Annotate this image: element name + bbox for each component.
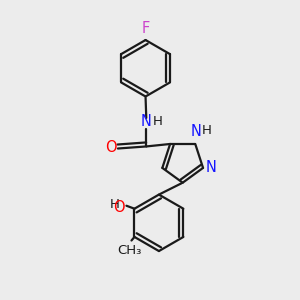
Text: O: O	[113, 200, 125, 215]
Text: N: N	[206, 160, 217, 175]
Text: CH₃: CH₃	[118, 244, 142, 257]
Text: H: H	[110, 198, 119, 211]
Text: N: N	[141, 114, 152, 129]
Text: O: O	[106, 140, 117, 154]
Text: H: H	[153, 115, 163, 128]
Text: N: N	[190, 124, 201, 139]
Text: H: H	[202, 124, 212, 137]
Text: F: F	[141, 22, 150, 37]
